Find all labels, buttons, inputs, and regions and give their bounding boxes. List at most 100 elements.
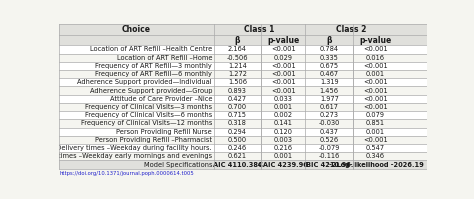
- Bar: [59, 24, 427, 35]
- Text: β: β: [235, 36, 240, 45]
- Text: Choice: Choice: [122, 25, 151, 34]
- Text: Frequency of ART Refill—3 monthly: Frequency of ART Refill—3 monthly: [95, 63, 212, 69]
- Text: <0.001: <0.001: [363, 46, 387, 53]
- Text: 0.001: 0.001: [365, 71, 385, 77]
- Text: 2.164: 2.164: [228, 46, 247, 53]
- Text: 0.427: 0.427: [228, 96, 247, 102]
- Text: <0.001: <0.001: [271, 88, 296, 94]
- Text: 0.029: 0.029: [274, 55, 293, 61]
- Text: 0.001: 0.001: [274, 104, 293, 110]
- Text: 0.003: 0.003: [274, 137, 293, 143]
- Text: 0.526: 0.526: [319, 137, 339, 143]
- Text: <0.001: <0.001: [363, 96, 387, 102]
- Bar: [261, 24, 262, 35]
- Text: <0.001: <0.001: [363, 63, 387, 69]
- Text: β: β: [327, 36, 332, 45]
- Bar: [59, 54, 427, 62]
- Bar: [59, 86, 427, 95]
- Text: <0.001: <0.001: [271, 79, 296, 85]
- Text: BIC 4210.96.: BIC 4210.96.: [306, 162, 353, 168]
- Text: 0.141: 0.141: [274, 120, 293, 126]
- Text: 0.500: 0.500: [228, 137, 247, 143]
- Text: p-value: p-value: [267, 36, 300, 45]
- Bar: [59, 136, 427, 144]
- Text: Model Specifications: Model Specifications: [144, 162, 212, 168]
- Text: p-value: p-value: [359, 36, 392, 45]
- Text: -0.030: -0.030: [319, 120, 340, 126]
- Bar: [59, 144, 427, 152]
- Text: 0.784: 0.784: [319, 46, 339, 53]
- Text: Adherence Support provided—Group: Adherence Support provided—Group: [90, 88, 212, 94]
- Text: 0.079: 0.079: [365, 112, 385, 118]
- Bar: [59, 78, 427, 86]
- Bar: [59, 111, 427, 119]
- Text: 0.467: 0.467: [319, 71, 339, 77]
- Text: 0.675: 0.675: [319, 63, 339, 69]
- Text: 1.506: 1.506: [228, 79, 247, 85]
- Text: 0.216: 0.216: [274, 145, 293, 151]
- Text: 1.319: 1.319: [320, 79, 338, 85]
- Text: 0.033: 0.033: [274, 96, 293, 102]
- Bar: [59, 128, 427, 136]
- Bar: [352, 24, 354, 35]
- Text: 0.273: 0.273: [320, 112, 339, 118]
- Text: Class 2: Class 2: [336, 25, 366, 34]
- Bar: [59, 160, 427, 169]
- Bar: [59, 45, 427, 54]
- Text: 0.318: 0.318: [228, 120, 247, 126]
- Bar: [59, 95, 427, 103]
- Text: 0.547: 0.547: [365, 145, 385, 151]
- Text: 0.617: 0.617: [320, 104, 339, 110]
- Text: Person Providing Refill Nurse: Person Providing Refill Nurse: [116, 129, 212, 135]
- Text: 0.437: 0.437: [320, 129, 339, 135]
- Text: <0.001: <0.001: [363, 88, 387, 94]
- Text: 0.893: 0.893: [228, 88, 247, 94]
- Bar: [59, 152, 427, 160]
- Text: 0.001: 0.001: [274, 153, 293, 159]
- Text: Refill Pick Up/Delivery times –Weekday early mornings and evenings: Refill Pick Up/Delivery times –Weekday e…: [0, 153, 212, 159]
- Text: '-2Log-likelihood -2026.19: '-2Log-likelihood -2026.19: [327, 162, 424, 168]
- Text: 1.272: 1.272: [228, 71, 247, 77]
- Text: <0.001: <0.001: [271, 46, 296, 53]
- Text: <0.001: <0.001: [363, 104, 387, 110]
- Text: 0.346: 0.346: [365, 153, 385, 159]
- Bar: [59, 62, 427, 70]
- Text: https://doi.org/10.1371/journal.poph.0000614.t005: https://doi.org/10.1371/journal.poph.000…: [59, 171, 194, 176]
- Text: <0.001: <0.001: [363, 79, 387, 85]
- Text: Frequency of Clinical Visits—12 months: Frequency of Clinical Visits—12 months: [81, 120, 212, 126]
- Text: 0.002: 0.002: [274, 112, 293, 118]
- Text: 0.851: 0.851: [365, 120, 385, 126]
- Text: 0.120: 0.120: [274, 129, 293, 135]
- Text: Adherence Support provided—Individual: Adherence Support provided—Individual: [77, 79, 212, 85]
- Text: 0.294: 0.294: [228, 129, 247, 135]
- Bar: [59, 70, 427, 78]
- Text: 1.456: 1.456: [320, 88, 339, 94]
- Text: -0.079: -0.079: [319, 145, 340, 151]
- Text: <0.001: <0.001: [363, 137, 387, 143]
- Text: CAIC 4239.96: CAIC 4239.96: [258, 162, 308, 168]
- Text: 0.700: 0.700: [228, 104, 247, 110]
- Text: AIC 4110.384: AIC 4110.384: [213, 162, 262, 168]
- Text: Location of ART Refill –Home: Location of ART Refill –Home: [117, 55, 212, 61]
- Text: 0.246: 0.246: [228, 145, 247, 151]
- Text: <0.001: <0.001: [271, 63, 296, 69]
- Text: -0.506: -0.506: [227, 55, 248, 61]
- Bar: [59, 103, 427, 111]
- Bar: [59, 35, 427, 45]
- Text: <0.001: <0.001: [271, 71, 296, 77]
- Text: Frequency of Clinical Visits—6 months: Frequency of Clinical Visits—6 months: [85, 112, 212, 118]
- Text: -0.116: -0.116: [319, 153, 340, 159]
- Text: 0.715: 0.715: [228, 112, 247, 118]
- Text: Location of ART Refill –Health Centre: Location of ART Refill –Health Centre: [90, 46, 212, 53]
- Text: Class 1: Class 1: [244, 25, 274, 34]
- Bar: [59, 119, 427, 128]
- Text: Frequency of ART Refill—6 monthly: Frequency of ART Refill—6 monthly: [95, 71, 212, 77]
- Text: Refill Pick Up/Delivery times –Weekday during facility hours.: Refill Pick Up/Delivery times –Weekday d…: [11, 145, 212, 151]
- Text: 0.621: 0.621: [228, 153, 247, 159]
- Text: 0.335: 0.335: [320, 55, 339, 61]
- Text: 0.016: 0.016: [365, 55, 385, 61]
- Text: Attitude of Care Provider –Nice: Attitude of Care Provider –Nice: [109, 96, 212, 102]
- Text: 0.001: 0.001: [365, 129, 385, 135]
- Text: 1.977: 1.977: [320, 96, 339, 102]
- Text: Frequency of Clinical Visits—3 months: Frequency of Clinical Visits—3 months: [85, 104, 212, 110]
